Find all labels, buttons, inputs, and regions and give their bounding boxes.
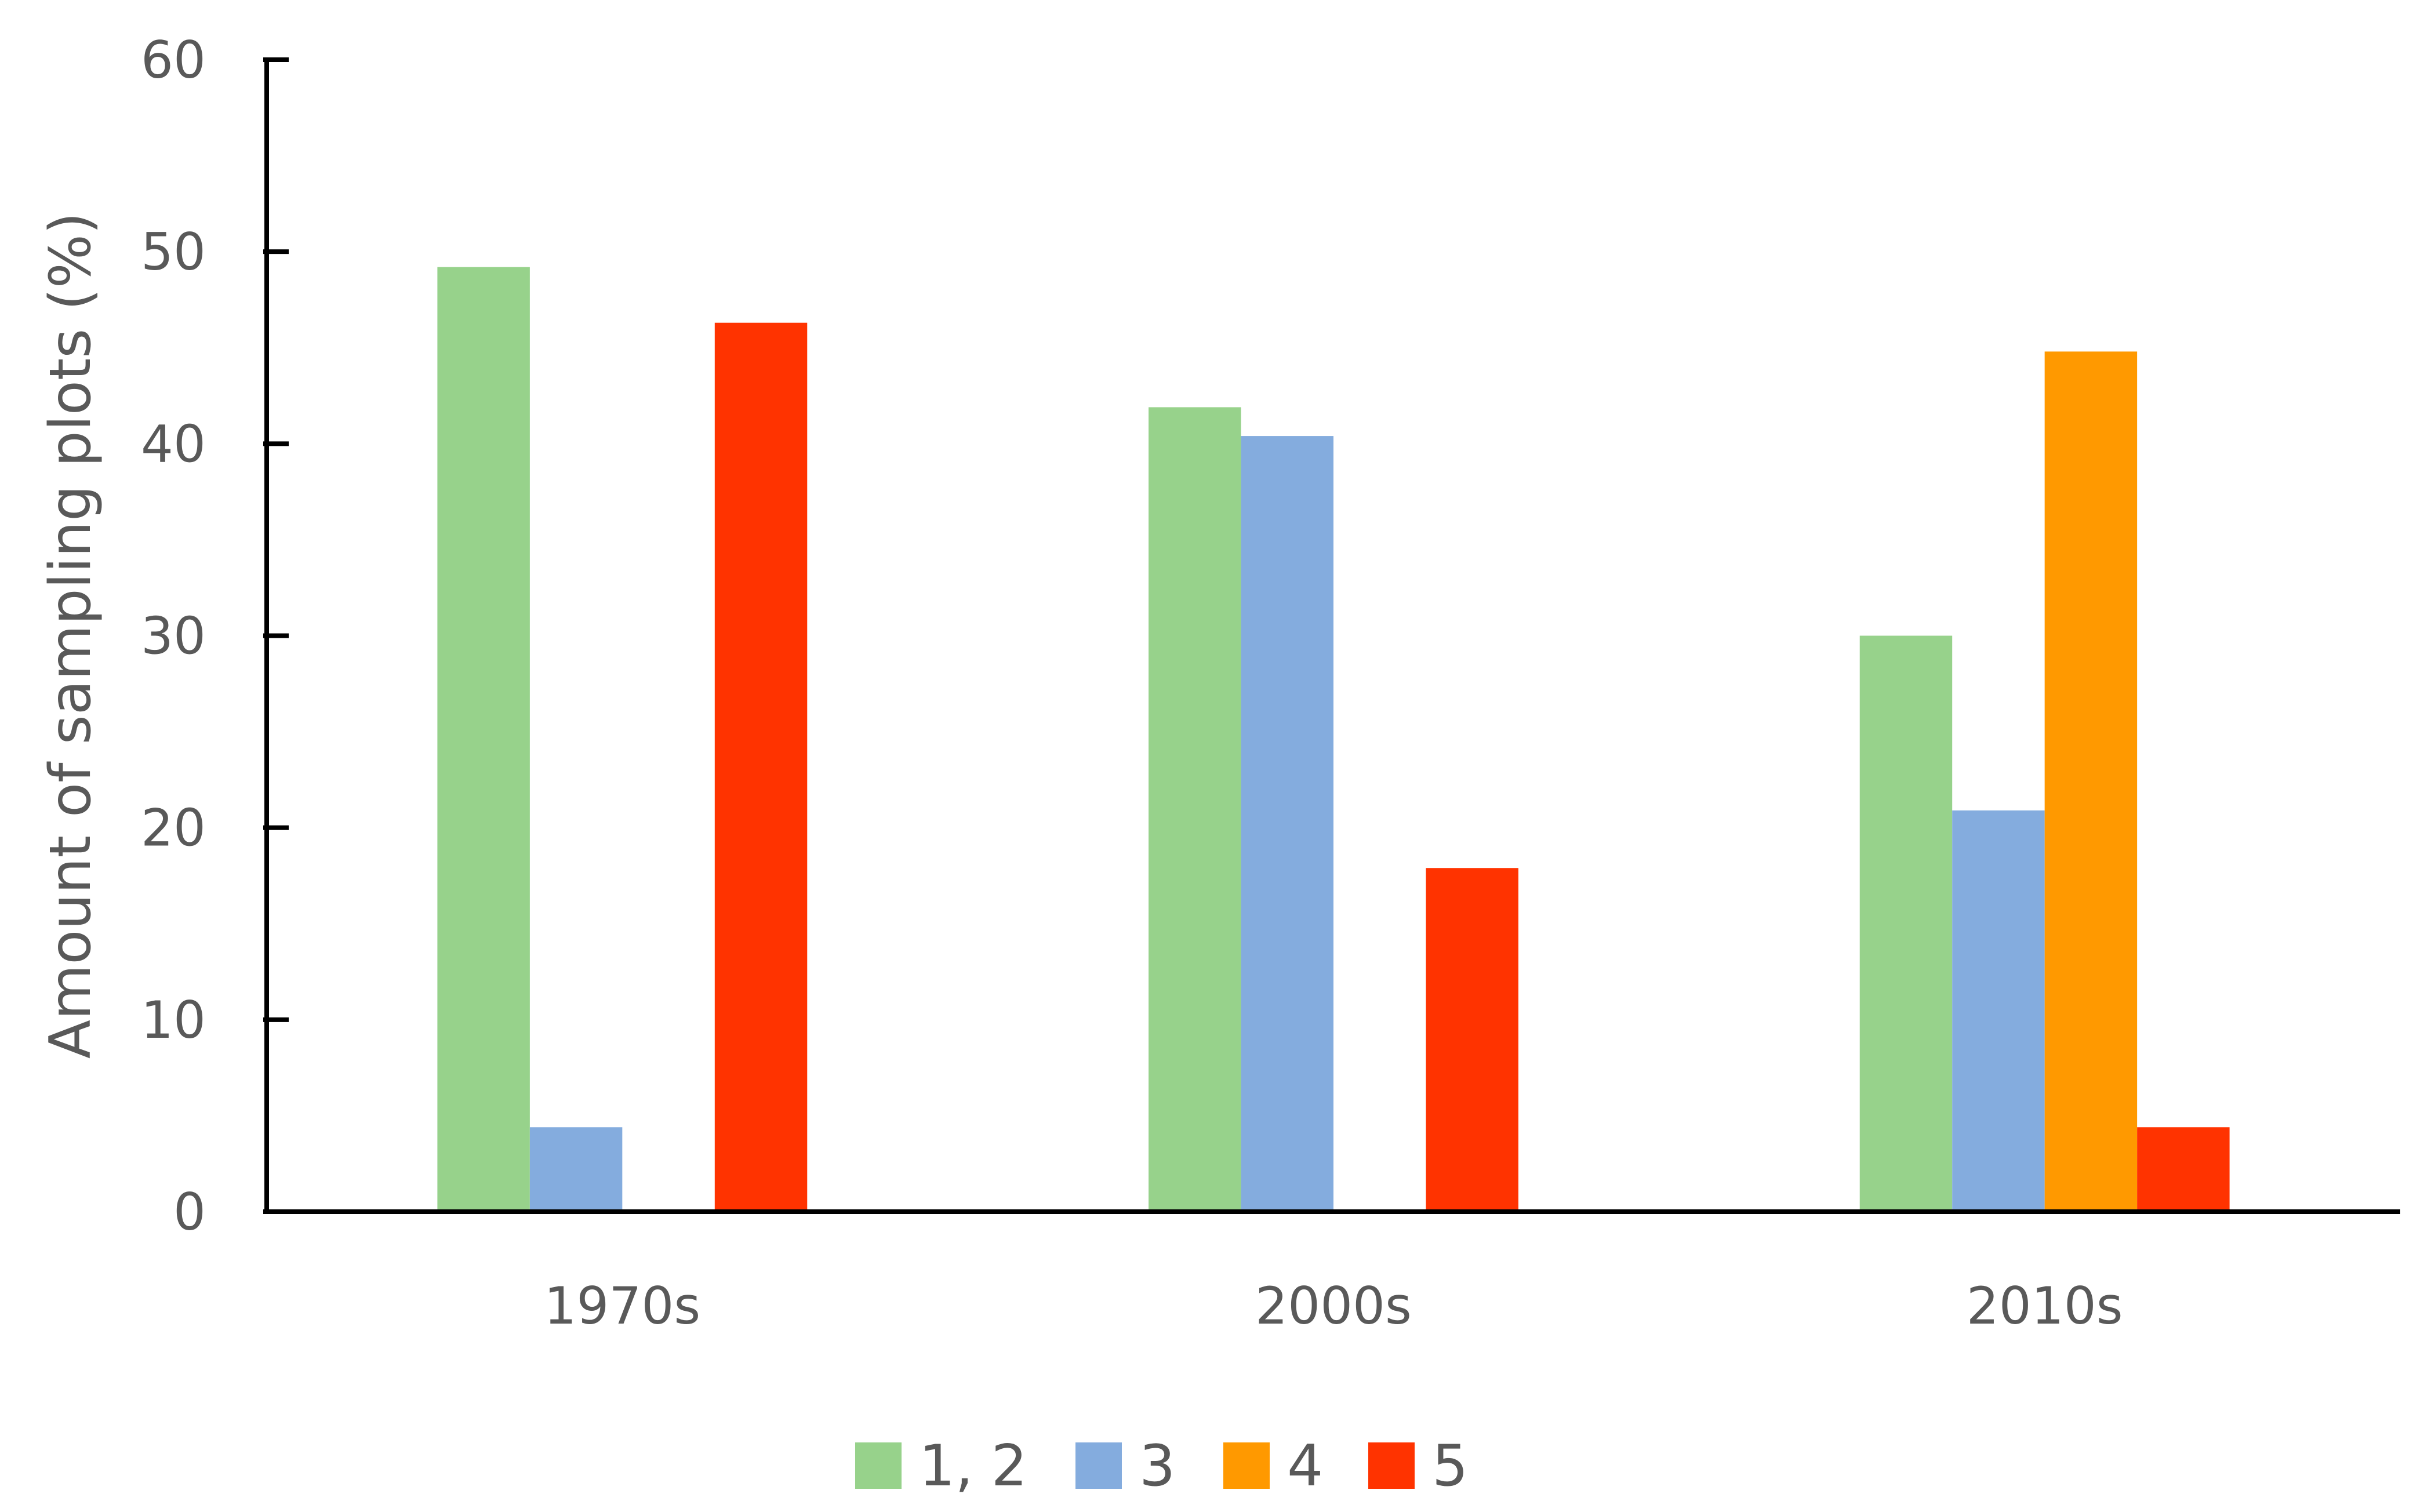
bar-2010s-series-4 [2137, 1127, 2230, 1212]
y-tick-label: 20 [141, 798, 206, 858]
legend-label: 3 [1139, 1433, 1175, 1499]
bar-2000s-series-2 [1241, 436, 1333, 1212]
bar-1970s-series-1 [437, 267, 530, 1212]
legend-swatch [855, 1442, 902, 1489]
bar-2000s-series-1 [1149, 407, 1241, 1212]
bars-group [437, 267, 2230, 1212]
x-category-label: 2010s [1967, 1276, 2123, 1336]
x-axis-category-labels: 1970s 2000s 2010s [544, 1276, 2123, 1336]
y-tick-label: 0 [173, 1182, 206, 1242]
bar-1970s-series-4 [714, 322, 808, 1212]
legend-label: 4 [1287, 1433, 1323, 1499]
bar-2000s-series-4 [1426, 868, 1518, 1212]
bar-2010s-series-2 [1952, 810, 2045, 1212]
legend: 1, 2 3 4 5 [855, 1433, 1468, 1499]
y-axis-title: Amount of sampling plots (%) [38, 212, 104, 1059]
y-tick-label: 30 [141, 606, 206, 666]
bar-2010s-series-3 [2044, 351, 2138, 1212]
y-tick-label: 10 [141, 990, 206, 1050]
legend-swatch [1223, 1442, 1270, 1489]
y-tick-label: 50 [141, 222, 206, 282]
y-axis-ticks: 0 10 20 30 40 50 60 [141, 30, 289, 1242]
legend-label: 1, 2 [919, 1433, 1027, 1499]
x-category-label: 1970s [544, 1276, 700, 1336]
y-tick-label: 60 [141, 30, 206, 90]
bar-2010s-series-1 [1859, 635, 1953, 1212]
bar-1970s-series-2 [529, 1127, 623, 1212]
x-category-label: 2000s [1255, 1276, 1412, 1336]
y-tick-label: 40 [141, 414, 206, 474]
legend-label: 5 [1432, 1433, 1468, 1499]
legend-swatch [1368, 1442, 1415, 1489]
legend-swatch [1075, 1442, 1122, 1489]
